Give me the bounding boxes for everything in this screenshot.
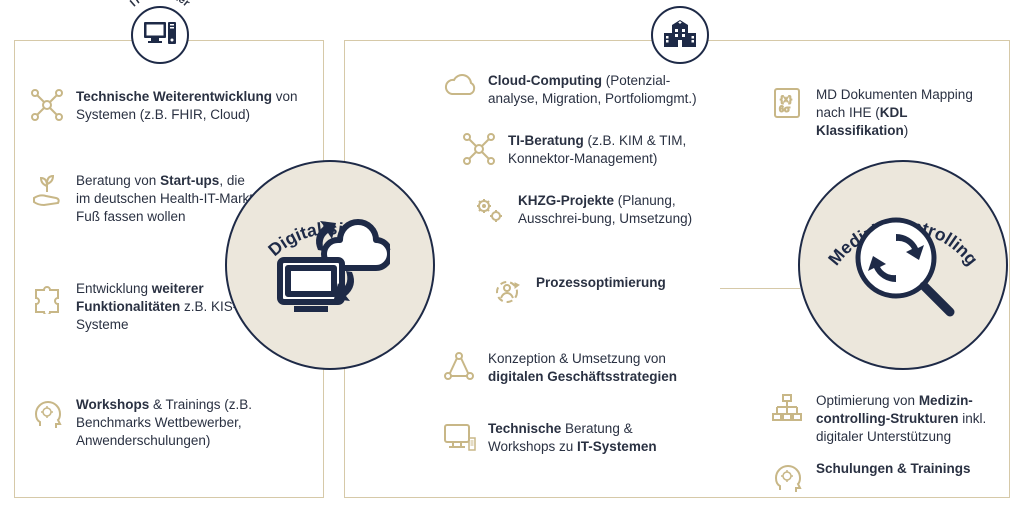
badge-circle bbox=[131, 6, 189, 64]
info-item: Technische Weiterentwicklung von Systeme… bbox=[30, 88, 300, 124]
hand-plant-icon bbox=[30, 172, 64, 206]
info-item: Beratung von Start-ups, die im deutschen… bbox=[30, 172, 260, 227]
badge-krankenhaus: Krankenhaus bbox=[651, 6, 709, 64]
info-item-text: Prozessoptimierung bbox=[536, 274, 666, 292]
info-item-text: TI-Beratung (z.B. KIM & TIM, Konnektor-M… bbox=[508, 132, 712, 168]
magnifier-cycle-icon bbox=[846, 208, 961, 323]
cloud-icon bbox=[442, 72, 476, 106]
info-item: Schulungen & Trainings bbox=[770, 460, 1000, 494]
info-item: TI-Beratung (z.B. KIM & TIM, Konnektor-M… bbox=[462, 132, 712, 168]
gears-icon bbox=[472, 192, 506, 226]
network-nodes-icon bbox=[462, 132, 496, 166]
info-item: KHZG-Projekte (Planung, Ausschrei-bung, … bbox=[472, 192, 702, 228]
info-item: Prozessoptimierung bbox=[490, 274, 710, 308]
info-item: MD Dokumenten Mapping nach IHE (KDL Klas… bbox=[770, 86, 1000, 141]
puzzle-icon bbox=[30, 280, 64, 314]
info-item-text: Technische Beratung & Workshops zu IT-Sy… bbox=[488, 420, 702, 456]
network-nodes-icon bbox=[30, 88, 64, 122]
computer-tower-icon bbox=[143, 20, 177, 50]
triangle-nodes-icon bbox=[442, 350, 476, 384]
head-gear-icon bbox=[30, 396, 64, 430]
info-item-text: MD Dokumenten Mapping nach IHE (KDL Klas… bbox=[816, 86, 1000, 141]
badge-circle bbox=[651, 6, 709, 64]
org-chart-icon bbox=[770, 392, 804, 426]
circle-medizincontrolling: Medizincontrolling bbox=[798, 160, 1008, 370]
info-item-text: Konzeption & Umsetzung von digitalen Ges… bbox=[488, 350, 702, 386]
info-item: Entwicklung weiterer Funktionalitäten z.… bbox=[30, 280, 250, 335]
info-item-text: Cloud-Computing (Potenzial-analyse, Migr… bbox=[488, 72, 702, 108]
doc-code-icon bbox=[770, 86, 804, 120]
info-item-text: Schulungen & Trainings bbox=[816, 460, 971, 478]
info-item: Cloud-Computing (Potenzial-analyse, Migr… bbox=[442, 72, 702, 108]
info-item-text: Workshops & Trainings (z.B. Benchmarks W… bbox=[76, 396, 300, 451]
connector-line bbox=[720, 288, 800, 289]
monitor-chart-icon bbox=[442, 420, 476, 454]
info-item: Optimierung von Medizin-controlling-Stru… bbox=[770, 392, 1000, 447]
head-gear-icon bbox=[770, 460, 804, 494]
badge-it-anbieter: IT-Anbieter bbox=[131, 6, 189, 64]
circle-digitalisierung: Digitalisierung bbox=[225, 160, 435, 370]
info-item: Workshops & Trainings (z.B. Benchmarks W… bbox=[30, 396, 300, 451]
info-item: Konzeption & Umsetzung von digitalen Ges… bbox=[442, 350, 702, 386]
info-item: Technische Beratung & Workshops zu IT-Sy… bbox=[442, 420, 702, 456]
info-item-text: KHZG-Projekte (Planung, Ausschrei-bung, … bbox=[518, 192, 702, 228]
hospital-icon bbox=[662, 19, 698, 51]
info-item-text: Entwicklung weiterer Funktionalitäten z.… bbox=[76, 280, 250, 335]
cloud-computer-sync-icon bbox=[270, 210, 390, 320]
info-item-text: Technische Weiterentwicklung von Systeme… bbox=[76, 88, 300, 124]
info-item-text: Optimierung von Medizin-controlling-Stru… bbox=[816, 392, 1000, 447]
person-cycle-icon bbox=[490, 274, 524, 308]
